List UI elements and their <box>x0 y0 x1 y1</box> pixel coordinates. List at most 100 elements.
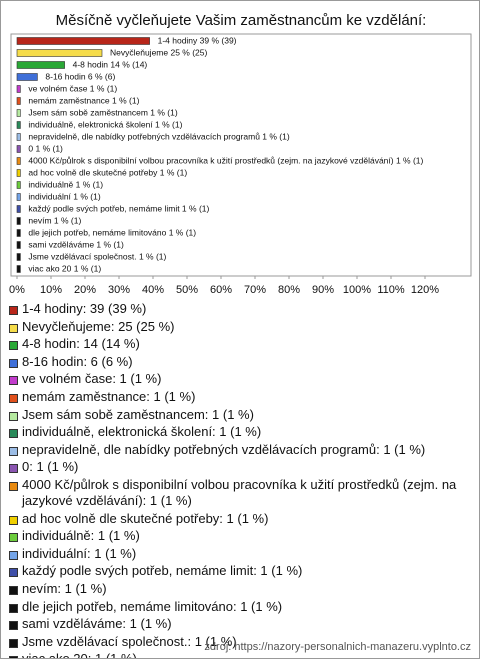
bar-label: nepravidelně, dle nabídky potřebných vzd… <box>28 131 289 141</box>
legend-label: individuálně, elektronická školení: 1 (1… <box>22 424 262 440</box>
bar-label: nemám zaměstnance 1 % (1) <box>28 95 139 105</box>
legend-item: 1-4 hodiny: 39 (39 %) <box>9 301 471 317</box>
legend-swatch <box>9 446 18 456</box>
x-tick-label: 100% <box>343 284 371 296</box>
legend-label: individuální: 1 (1 %) <box>22 545 137 561</box>
legend-item: ad hoc volně dle skutečné potřeby: 1 (1 … <box>9 511 471 527</box>
legend-item: Nevyčleňujeme: 25 (25 %) <box>9 319 471 335</box>
x-tick-label: 60% <box>210 284 232 296</box>
legend-label: dle jejich potřeb, nemáme limitováno: 1 … <box>22 598 283 614</box>
legend-label: nepravidelně, dle nabídky potřebných vzd… <box>22 441 426 457</box>
legend-swatch <box>9 323 18 333</box>
bar-label: individuálně, elektronická školení 1 % (… <box>28 119 182 129</box>
bar-label: 4000 Kč/půlrok s disponibilní volbou pra… <box>28 155 423 165</box>
legend-swatch <box>9 533 18 543</box>
bar <box>16 229 21 237</box>
bar-label: dle jejich potřeb, nemáme limitováno 1 %… <box>28 227 196 237</box>
bar <box>16 133 21 141</box>
bar <box>16 253 21 261</box>
legend-label: sami vzděláváme: 1 (1 %) <box>22 616 172 632</box>
legend-item: dle jejich potřeb, nemáme limitováno: 1 … <box>9 599 471 615</box>
bar-label: 4-8 hodin 14 % (14) <box>73 59 148 69</box>
legend-swatch <box>9 656 18 658</box>
legend-item: 8-16 hodin: 6 (6 %) <box>9 354 471 370</box>
legend-item: individuálně, elektronická školení: 1 (1… <box>9 424 471 440</box>
legend-label: ad hoc volně dle skutečné potřeby: 1 (1 … <box>22 510 269 526</box>
x-tick-label: 70% <box>244 284 266 296</box>
bar-label: 8-16 hodin 6 % (6) <box>45 71 115 81</box>
legend-label: nevím: 1 (1 %) <box>22 580 107 596</box>
legend-item: nemám zaměstnance: 1 (1 %) <box>9 389 471 405</box>
source: zdroj: https://nazory-personalnich-manaz… <box>204 641 471 653</box>
bar-label: Jsme vzdělávací společnost. 1 % (1) <box>28 251 166 261</box>
legend-label: Nevyčleňujeme: 25 (25 %) <box>22 318 175 334</box>
legend-item: individuálně: 1 (1 %) <box>9 528 471 544</box>
bar-label: Nevyčleňujeme 25 % (25) <box>110 47 207 57</box>
legend-swatch <box>9 603 18 613</box>
legend-item: individuální: 1 (1 %) <box>9 546 471 562</box>
chart-title: Měsíčně vyčleňujete Vašim zaměstnancům k… <box>56 12 427 29</box>
bar <box>16 121 21 129</box>
bar-label: ve volném čase 1 % (1) <box>28 83 117 93</box>
x-tick-label: 0% <box>9 284 25 296</box>
bar <box>16 169 21 177</box>
legend-swatch <box>9 341 18 351</box>
legend-label: Jsme vzdělávací společnost.: 1 (1 %) <box>22 633 237 649</box>
legend-label: Jsem sám sobě zaměstnancem: 1 (1 %) <box>22 406 254 422</box>
legend-label: 4000 Kč/půlrok s disponibilní volbou pra… <box>22 476 457 508</box>
bar-label: individuální 1 % (1) <box>28 191 100 201</box>
bar-label: každý podle svých potřeb, nemáme limit 1… <box>28 203 209 213</box>
x-tick-label: 40% <box>142 284 164 296</box>
legend-swatch <box>9 306 18 315</box>
bar <box>16 49 103 57</box>
legend-swatch <box>9 550 18 560</box>
x-tick-label: 90% <box>312 284 334 296</box>
legend-item: viac ako 20: 1 (1 %) <box>9 651 471 659</box>
bar <box>16 157 21 165</box>
bar-label: sami vzděláváme 1 % (1) <box>28 239 124 249</box>
plot-frame <box>10 33 472 277</box>
legend-item: 4000 Kč/půlrok s disponibilní volbou pra… <box>9 477 471 509</box>
legend-label: nemám zaměstnance: 1 (1 %) <box>22 388 196 404</box>
legend-label: ve volném čase: 1 (1 %) <box>22 371 162 387</box>
bar-label: ad hoc volně dle skutečné potřeby 1 % (1… <box>28 167 187 177</box>
legend-label: 8-16 hodin: 6 (6 %) <box>22 353 133 369</box>
legend-label: 0: 1 (1 %) <box>22 459 79 475</box>
legend-swatch <box>9 638 18 648</box>
x-tick-label: 110% <box>377 284 405 296</box>
x-tick-label: 50% <box>176 284 198 296</box>
bar <box>16 265 21 273</box>
legend-swatch <box>9 621 18 631</box>
legend-swatch <box>9 429 18 439</box>
bar <box>16 73 38 81</box>
x-tick-label: 30% <box>108 284 130 296</box>
bar <box>16 181 21 189</box>
bar-label: 0 1 % (1) <box>28 143 63 153</box>
legend-label: viac ako 20: 1 (1 %) <box>22 651 137 659</box>
bar <box>16 217 21 225</box>
bar <box>16 145 21 153</box>
legend: 1-4 hodiny: 39 (39 %) Nevyčleňujeme: 25 (… <box>9 301 471 659</box>
legend-item: nevím: 1 (1 %) <box>9 581 471 597</box>
legend-label: 1-4 hodiny: 39 (39 %) <box>22 301 147 316</box>
legend-item: 4-8 hodin: 14 (14 %) <box>9 336 471 352</box>
bar <box>16 241 21 249</box>
legend-swatch <box>9 568 18 578</box>
legend-label: každý podle svých potřeb, nemáme limit: … <box>22 563 303 579</box>
bar-label: 1-4 hodiny 39 % (39) <box>158 35 237 45</box>
bar-label: individuálně 1 % (1) <box>28 179 103 189</box>
bar <box>16 193 21 201</box>
legend-item: Jsme vzdělávací společnost.: 1 (1 %) <box>9 634 471 650</box>
chart: Měsíčně vyčleňujete Vašim zaměstnancům k… <box>9 12 472 296</box>
legend-item: Jsem sám sobě zaměstnancem: 1 (1 %) <box>9 407 471 423</box>
legend-item: ve volném čase: 1 (1 %) <box>9 371 471 387</box>
legend-swatch <box>9 411 18 421</box>
legend-swatch <box>9 481 18 491</box>
legend-swatch <box>9 393 18 403</box>
bar <box>16 85 21 93</box>
x-tick-label: 120% <box>411 284 439 296</box>
legend-swatch <box>9 358 18 368</box>
bar-label: viac ako 20 1 % (1) <box>28 263 101 273</box>
bar-label: Jsem sám sobě zaměstnancem 1 % (1) <box>28 107 177 117</box>
